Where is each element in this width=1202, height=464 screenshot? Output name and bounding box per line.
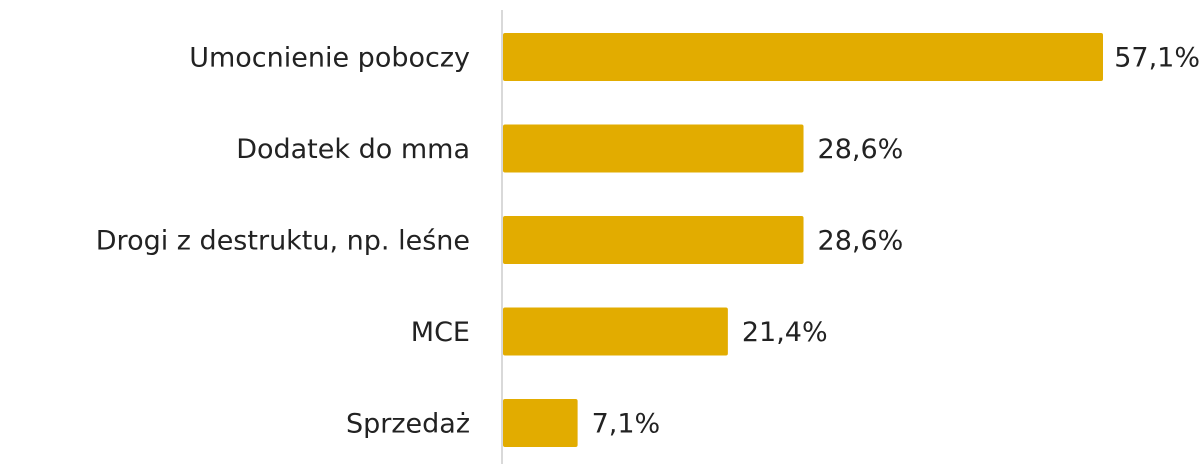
bar xyxy=(503,124,804,173)
value-label: 28,6% xyxy=(818,134,904,165)
value-label: 28,6% xyxy=(818,226,904,257)
category-label: Umocnienie poboczy xyxy=(189,43,470,74)
bar xyxy=(503,399,578,447)
category-label: Sprzedaż xyxy=(346,409,470,440)
value-label: 21,4% xyxy=(742,317,828,348)
category-label: MCE xyxy=(411,317,470,348)
value-label: 57,1% xyxy=(1114,43,1200,74)
bar xyxy=(503,33,1103,81)
category-label: Dodatek do mma xyxy=(236,134,470,165)
bar xyxy=(503,307,728,356)
bar xyxy=(503,216,804,264)
value-label: 7,1% xyxy=(592,409,661,440)
category-label: Drogi z destruktu, np. leśne xyxy=(96,226,470,257)
